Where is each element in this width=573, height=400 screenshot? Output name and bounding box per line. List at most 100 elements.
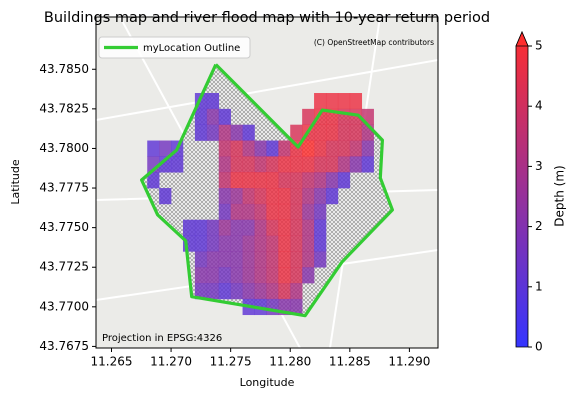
flood-cell: [266, 140, 279, 157]
flood-cell: [242, 219, 255, 236]
colorbar-tick-label: 2: [535, 219, 543, 233]
flood-cell: [266, 298, 279, 316]
flood-cell: [337, 172, 351, 189]
flood-cell: [218, 235, 231, 252]
flood-cell: [266, 283, 279, 300]
flood-cell: [302, 267, 315, 284]
overlay: [140, 63, 394, 318]
flood-cell: [290, 172, 303, 189]
y-tick-label: 43.7825: [39, 101, 89, 115]
flood-cell: [206, 108, 220, 125]
flood-cell: [290, 267, 303, 284]
flood-cell: [242, 172, 255, 189]
flood-cell: [194, 251, 208, 268]
flood-cell: [218, 267, 231, 284]
flood-cell: [218, 172, 231, 189]
colorbar-tick-label: 1: [535, 279, 543, 293]
x-axis-label: Longitude: [240, 376, 295, 389]
flood-cell: [218, 251, 231, 268]
flood-cell: [230, 267, 243, 284]
flood-cell: [278, 156, 291, 173]
flood-cell: [314, 203, 327, 221]
colorbar-extend: [515, 30, 529, 47]
flood-cell: [278, 283, 291, 300]
flood-cell: [254, 267, 267, 284]
legend-label: myLocation Outline: [143, 43, 240, 54]
flood-cell: [266, 188, 279, 205]
flood-cell: [254, 156, 267, 173]
flood-cell: [361, 156, 374, 173]
flood-cell: [314, 251, 327, 268]
flood-cell: [194, 219, 208, 236]
flood-cell: [242, 124, 255, 141]
flood-cell: [337, 124, 351, 141]
flood-cell: [278, 188, 291, 205]
flood-layer: [141, 64, 393, 316]
flood-cell: [254, 219, 267, 236]
flood-cell: [206, 235, 220, 252]
flood-cell: [206, 124, 220, 141]
y-tick-label: 43.7775: [39, 181, 89, 195]
flood-cell: [194, 235, 208, 252]
flood-cell: [242, 283, 255, 300]
flood-cell: [278, 219, 291, 236]
flood-cell: [290, 283, 303, 300]
flood-cell: [278, 235, 291, 252]
flood-cell: [230, 219, 243, 236]
flood-cell: [194, 108, 208, 125]
flood-cell: [242, 235, 255, 252]
flood-cell: [314, 108, 327, 125]
flood-cell: [349, 124, 363, 141]
flood-cell: [218, 219, 231, 236]
flood-cell: [302, 172, 315, 189]
flood-cell: [337, 140, 351, 157]
y-axis-label: Latitude: [9, 159, 22, 205]
flood-cell: [206, 283, 220, 300]
colorbar-tick-label: 4: [535, 99, 543, 113]
flood-cell: [194, 267, 208, 284]
flood-cell: [159, 188, 172, 205]
flood-cell: [325, 188, 339, 205]
flood-cell: [302, 108, 315, 125]
flood-cell: [206, 93, 220, 110]
flood-cell: [290, 219, 303, 236]
flood-cell: [314, 188, 327, 205]
flood-cell: [266, 251, 279, 268]
x-tick-label: 11.290: [388, 355, 430, 369]
flood-cell: [254, 188, 267, 205]
flood-cell: [266, 203, 279, 221]
flood-cell: [230, 235, 243, 252]
flood-cell: [290, 298, 303, 316]
flood-cell: [290, 124, 303, 141]
flood-cell: [278, 203, 291, 221]
flood-cell: [278, 267, 291, 284]
flood-cell: [302, 219, 315, 236]
flood-cell: [218, 124, 231, 141]
flood-cell: [266, 235, 279, 252]
projection-note: Projection in EPSG:4326: [102, 333, 222, 344]
flood-cell: [302, 140, 315, 157]
flood-cell: [302, 251, 315, 268]
flood-cell: [147, 140, 160, 157]
colorbar: [515, 30, 529, 348]
flood-cell: [349, 156, 363, 173]
flood-cell: [325, 140, 339, 157]
flood-cell: [218, 108, 231, 125]
x-tick-label: 11.275: [210, 355, 252, 369]
flood-cell: [325, 124, 339, 141]
flood-cell: [314, 235, 327, 252]
flood-cell: [254, 203, 267, 221]
flood-cell: [290, 235, 303, 252]
flood-cell: [230, 188, 243, 205]
flood-cell: [302, 235, 315, 252]
flood-cell: [254, 235, 267, 252]
flood-cell: [314, 93, 327, 110]
flood-cell: [242, 156, 255, 173]
flood-cell: [230, 140, 243, 157]
flood-cell: [230, 251, 243, 268]
flood-cell: [218, 140, 231, 157]
flood-cell: [302, 203, 315, 221]
flood-cell: [194, 283, 208, 300]
y-tick-label: 43.7725: [39, 260, 89, 274]
flood-cell: [266, 219, 279, 236]
